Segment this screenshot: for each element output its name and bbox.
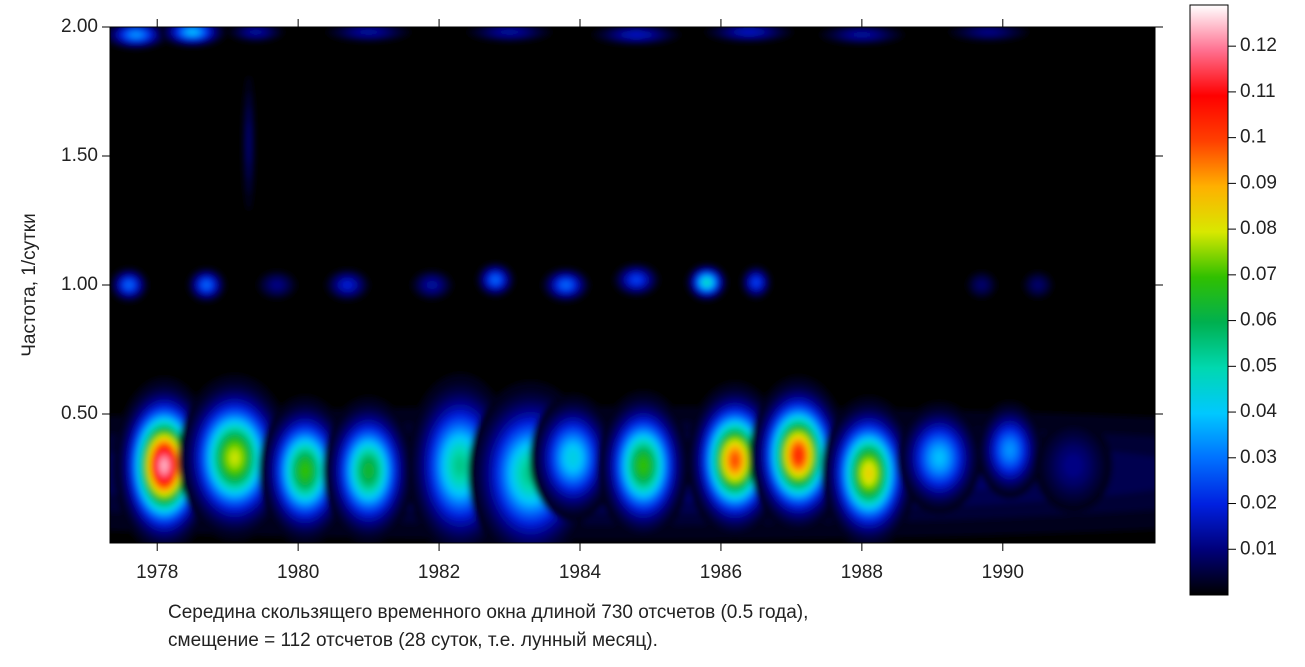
y-axis-title: Частота, 1/сутки [19,213,40,356]
spot [686,263,728,302]
spot [967,271,997,298]
spot-level [345,283,350,287]
spot [820,25,903,45]
colorbar-tick-label: 0.04 [1240,401,1277,422]
spot-level [850,32,873,38]
spot [1034,418,1112,514]
spot [706,22,793,43]
spot [411,270,453,301]
x-tick-label: 1980 [277,562,319,583]
spot [977,401,1044,499]
y-tick-label: 2.00 [61,16,98,37]
spot-level [133,34,138,36]
spot-level [272,281,282,288]
spot-level [795,450,802,461]
spot [187,267,226,303]
colorbar-tick-label: 0.03 [1240,447,1277,468]
colorbar-tick-label: 0.01 [1240,538,1277,559]
spot-level [189,31,196,34]
spot-level [562,282,570,288]
spot [597,391,690,541]
spot-level [732,456,737,464]
spot [476,262,515,298]
spot-level [754,280,759,285]
spot-level [630,33,643,36]
x-tick-label: 1982 [418,562,460,583]
x-tick-label: 1986 [700,562,742,583]
spot [542,267,591,303]
spot-level [248,29,263,35]
spot [1023,271,1053,298]
spot-level [935,452,944,464]
spot [325,269,370,302]
spot-level [1007,446,1012,454]
x-tick-label: 1978 [136,562,178,583]
spot-level [1063,453,1083,477]
spot-level [426,281,438,290]
y-tick-label: 1.00 [61,274,98,295]
spot-level [163,463,165,467]
chart: Частота, 1/сутки Середина скользящего вр… [0,0,1305,662]
spot [741,265,772,299]
spot-level [706,281,709,283]
spot-level [247,122,251,165]
spot-level [456,458,465,473]
spot [327,22,410,42]
spot [613,263,660,297]
spot [950,23,1028,42]
colorbar [1190,5,1228,595]
spot-level [498,29,521,35]
spot [243,75,255,211]
spot-level [1033,281,1042,290]
spot-level [743,31,756,34]
spot-level [203,282,209,288]
spot-level [357,29,380,35]
spot-level [640,460,647,471]
spot-level [979,30,999,35]
spot-level [866,469,872,478]
spot-level [568,450,579,466]
y-tick-label: 1.50 [61,145,98,166]
spot [110,267,149,303]
colorbar-tick-label: 0.09 [1240,172,1277,193]
x-tick-label: 1990 [982,562,1024,583]
y-tick-label: 0.50 [61,403,98,424]
spot [897,402,982,514]
colorbar-tick-label: 0.12 [1240,35,1277,56]
x-axis-title: смещение = 112 отсчетов (28 суток, т.е. … [168,630,658,651]
x-tick-label: 1984 [559,562,602,583]
spot-level [977,281,986,290]
x-axis-title: Середина скользящего временного окна дли… [168,602,808,623]
colorbar-tick-label: 0.08 [1240,218,1277,239]
spot-level [633,277,640,282]
spot-level [126,282,132,288]
spot [323,397,415,545]
spot-level [302,465,309,476]
spot [468,22,551,42]
colorbar-tick-label: 0.06 [1240,310,1277,331]
spot [257,271,296,300]
spot [228,22,284,42]
colorbar-tick-label: 0.05 [1240,355,1277,376]
colorbar-tick-label: 0.07 [1240,264,1277,285]
spot-level [366,467,370,474]
colorbar-tick-label: 0.02 [1240,493,1277,514]
colorbar-tick-label: 0.1 [1240,127,1266,148]
spot-level [232,455,236,462]
spot-level [492,277,498,283]
colorbar-tick-label: 0.11 [1240,81,1276,102]
spot [158,17,226,48]
x-tick-label: 1988 [841,562,883,583]
